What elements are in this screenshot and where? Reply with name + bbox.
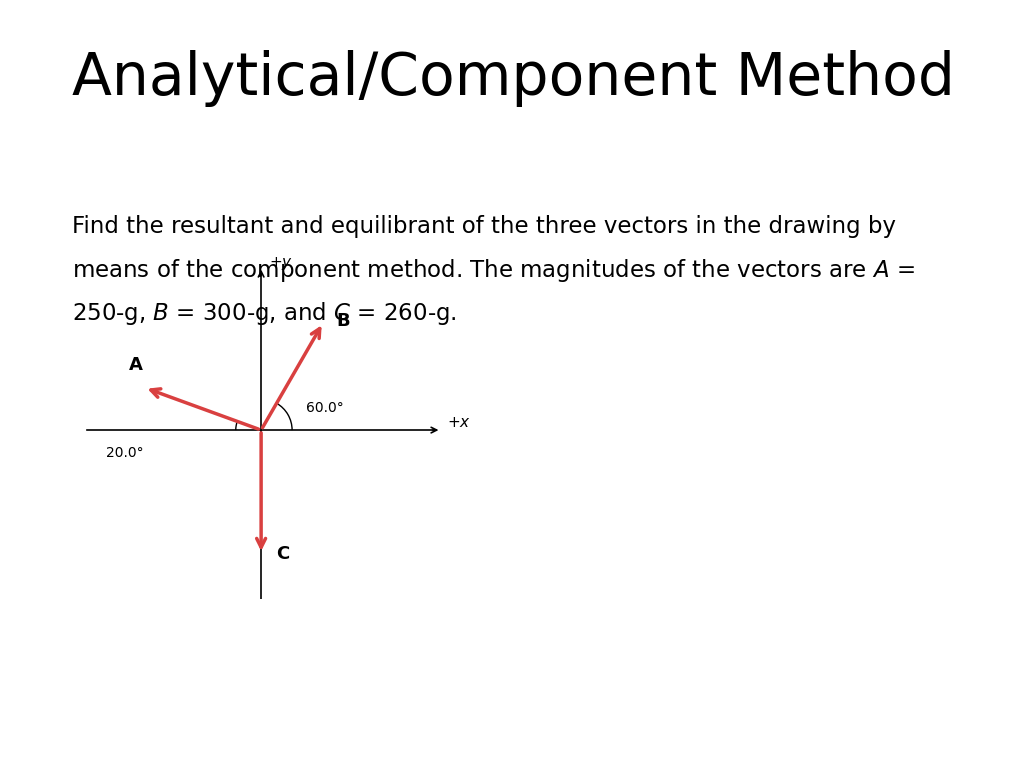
Text: 20.0°: 20.0° (105, 445, 143, 459)
Text: B: B (337, 312, 350, 329)
Text: 250-g, $B$ = 300-g, and $C$ = 260-g.: 250-g, $B$ = 300-g, and $C$ = 260-g. (72, 300, 457, 326)
Text: +$y$: +$y$ (269, 255, 293, 272)
Text: A: A (129, 356, 142, 374)
Text: 60.0°: 60.0° (306, 401, 344, 415)
Text: Find the resultant and equilibrant of the three vectors in the drawing by: Find the resultant and equilibrant of th… (72, 215, 896, 238)
Text: +$x$: +$x$ (447, 415, 471, 429)
Text: means of the component method. The magnitudes of the vectors are $A$ =: means of the component method. The magni… (72, 257, 914, 284)
Text: C: C (275, 545, 289, 563)
Text: Analytical/Component Method: Analytical/Component Method (72, 50, 954, 107)
